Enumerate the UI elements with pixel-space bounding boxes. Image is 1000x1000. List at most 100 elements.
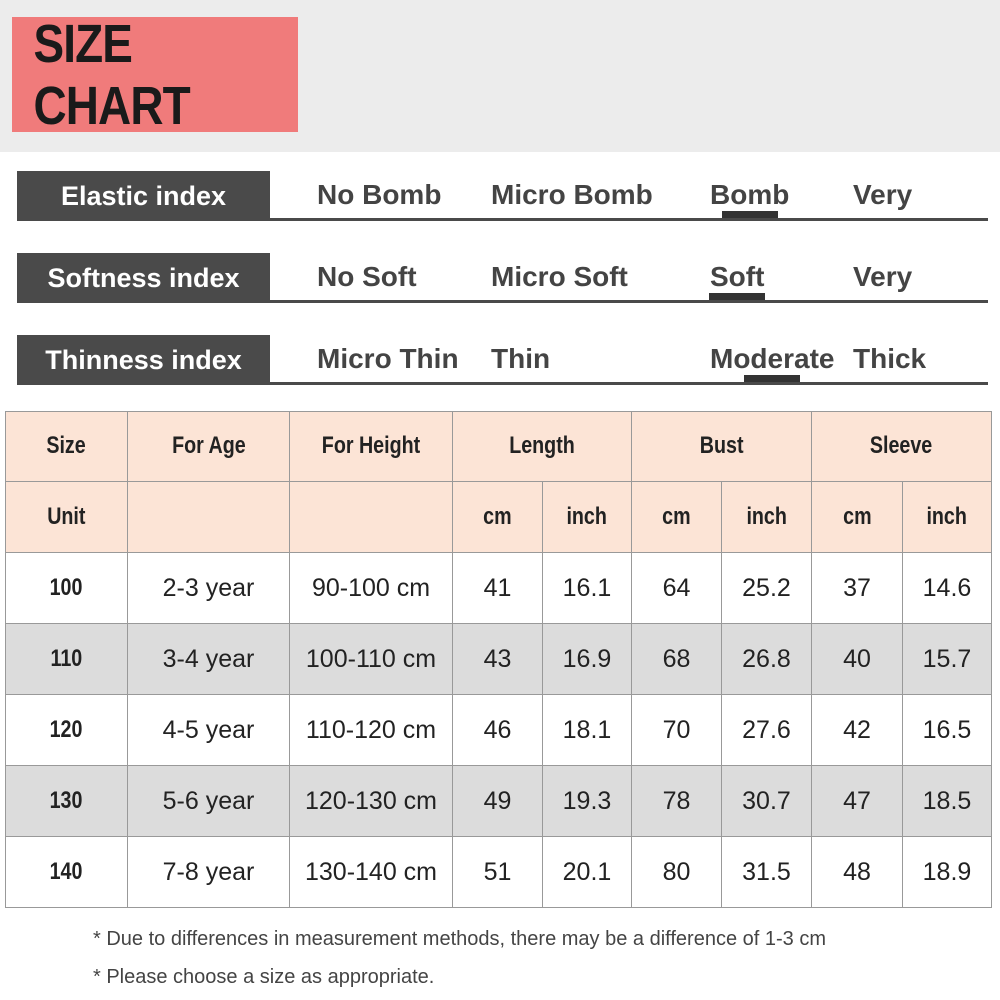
- cell-text: For Age: [171, 432, 246, 459]
- index-option: Soft: [710, 261, 765, 292]
- header-cell: Unit: [5, 482, 128, 553]
- cell-text: 30.7: [742, 786, 791, 815]
- index-label: Softness index: [17, 253, 270, 303]
- table-cell: 120: [5, 695, 128, 766]
- index-option: Very: [853, 179, 913, 210]
- cell-text: Sleeve: [870, 432, 933, 459]
- table-cell: 49: [453, 766, 543, 837]
- table-cell: 14.6: [903, 553, 992, 624]
- table-cell: 64: [632, 553, 722, 624]
- cell-text: 18.5: [922, 786, 972, 815]
- table-cell: 40: [812, 624, 903, 695]
- cell-text: 64: [662, 573, 691, 602]
- cell-text: 41: [483, 573, 512, 602]
- cell-text: Size: [46, 432, 86, 459]
- table-cell: 30.7: [722, 766, 812, 837]
- table-cell: 43: [453, 624, 543, 695]
- cell-text: 42: [843, 715, 871, 744]
- table-cell: 4-5 year: [128, 695, 290, 766]
- table-cell: 51: [453, 837, 543, 908]
- table-cell: 7-8 year: [128, 837, 290, 908]
- cell-text: 110: [50, 645, 82, 672]
- table-cell: 78: [632, 766, 722, 837]
- index-option: No Bomb: [317, 179, 442, 210]
- table-cell: 47: [812, 766, 903, 837]
- cell-text: 49: [483, 786, 512, 815]
- table-cell: 19.3: [543, 766, 632, 837]
- header-cell: [128, 482, 290, 553]
- table-cell: 48: [812, 837, 903, 908]
- cell-text: 110-120 cm: [305, 715, 437, 744]
- index-option: Micro Thin: [317, 343, 459, 374]
- table-cell: 16.5: [903, 695, 992, 766]
- cell-text: 78: [662, 786, 691, 815]
- cell-text: 3-4 year: [162, 644, 255, 673]
- index-line: [270, 382, 988, 385]
- table-cell: 130-140 cm: [290, 837, 453, 908]
- cell-text: 43: [483, 644, 512, 673]
- cell-text: cm: [662, 503, 691, 530]
- header-cell: inch: [543, 482, 632, 553]
- index-label: Thinness index: [17, 335, 270, 385]
- cell-text: 47: [843, 786, 871, 815]
- table-cell: 2-3 year: [128, 553, 290, 624]
- table-cell: 120-130 cm: [290, 766, 453, 837]
- title: SIZE CHART: [33, 13, 190, 136]
- cell-text: 130: [49, 787, 83, 814]
- cell-text: 18.9: [922, 857, 972, 886]
- table-cell: 80: [632, 837, 722, 908]
- cell-text: 26.8: [742, 644, 791, 673]
- cell-text: 5-6 year: [162, 786, 255, 815]
- cell-text: 20.1: [562, 857, 612, 886]
- index-line: [270, 300, 988, 303]
- cell-text: For Height: [321, 432, 421, 459]
- header-cell: Size: [5, 411, 128, 482]
- index-option: Thin: [491, 343, 551, 374]
- cell-text: cm: [842, 503, 872, 530]
- cell-text: 15.7: [922, 644, 972, 673]
- cell-text: 51: [483, 857, 512, 886]
- table-cell: 130: [5, 766, 128, 837]
- cell-text: 7-8 year: [162, 857, 255, 886]
- cell-text: 48: [843, 857, 871, 886]
- index-option: Micro Bomb: [491, 179, 653, 210]
- selected-marker: [744, 375, 800, 382]
- table-cell: 100-110 cm: [290, 624, 453, 695]
- note: * Please choose a size as appropriate.: [93, 966, 435, 988]
- cell-text: 80: [662, 857, 691, 886]
- index-option: Micro Soft: [491, 261, 628, 292]
- index-option: Thick: [853, 343, 927, 374]
- cell-text: 68: [662, 644, 691, 673]
- cell-text: 4-5 year: [162, 715, 255, 744]
- header-cell: [290, 482, 453, 553]
- table-cell: 26.8: [722, 624, 812, 695]
- cell-text: 18.1: [562, 715, 612, 744]
- index-line: [270, 218, 988, 221]
- table-cell: 31.5: [722, 837, 812, 908]
- index-option: Bomb: [710, 179, 790, 210]
- table-cell: 20.1: [543, 837, 632, 908]
- table-cell: 15.7: [903, 624, 992, 695]
- table-cell: 18.9: [903, 837, 992, 908]
- table-cell: 3-4 year: [128, 624, 290, 695]
- cell-text: Unit: [46, 503, 86, 530]
- header-cell: cm: [632, 482, 722, 553]
- cell-text: 16.5: [922, 715, 972, 744]
- table-cell: 16.9: [543, 624, 632, 695]
- cell-text: 70: [662, 715, 691, 744]
- header-cell: Sleeve: [812, 411, 992, 482]
- cell-text: 130-140 cm: [304, 857, 438, 886]
- cell-text: 46: [483, 715, 512, 744]
- index-label: Elastic index: [17, 171, 270, 221]
- table-cell: 100: [5, 553, 128, 624]
- table-cell: 18.1: [543, 695, 632, 766]
- cell-text: inch: [926, 503, 968, 530]
- cell-text: 120-130 cm: [304, 786, 438, 815]
- cell-text: 16.1: [562, 573, 612, 602]
- cell-text: 16.9: [562, 644, 612, 673]
- cell-text: 25.2: [742, 573, 791, 602]
- table-cell: 16.1: [543, 553, 632, 624]
- cell-text: 140: [49, 858, 83, 885]
- table-cell: 110: [5, 624, 128, 695]
- table-cell: 110-120 cm: [290, 695, 453, 766]
